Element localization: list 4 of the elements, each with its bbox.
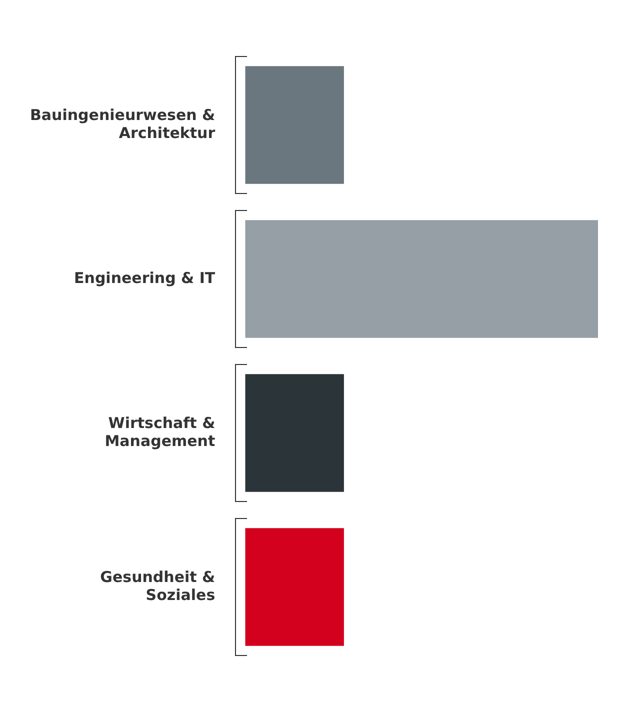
y-tick-label: Wirtschaft & Management bbox=[104, 414, 216, 450]
y-tick-label: Engineering & IT bbox=[74, 268, 216, 287]
y-tick-label: Gesundheit & Soziales bbox=[100, 568, 216, 604]
y-tick-label: Bauingenieurwesen & Architektur bbox=[30, 106, 216, 142]
